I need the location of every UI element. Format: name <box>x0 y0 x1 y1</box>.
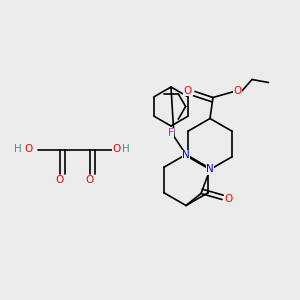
Text: O: O <box>183 86 192 97</box>
Text: N: N <box>206 164 214 175</box>
Text: O: O <box>24 143 33 154</box>
Text: H: H <box>122 143 130 154</box>
Text: H: H <box>14 143 22 154</box>
Text: O: O <box>56 175 64 185</box>
Text: F: F <box>168 128 174 139</box>
Text: O: O <box>233 86 242 97</box>
Text: N: N <box>182 149 190 160</box>
Text: O: O <box>112 143 120 154</box>
Text: O: O <box>224 194 233 205</box>
Text: O: O <box>86 175 94 185</box>
